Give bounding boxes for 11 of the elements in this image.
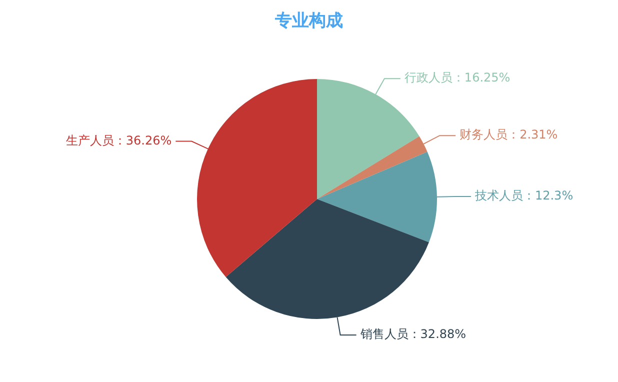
slice-label: 生产人员 — [66, 133, 114, 148]
data-label: ：32.88% — [408, 327, 466, 342]
slice-label: 行政人员 — [404, 70, 452, 85]
slice-label: 财务人员 — [460, 128, 508, 142]
slice-label: 技术人员 — [474, 188, 523, 203]
chart-title: 专业构成 — [274, 10, 344, 32]
data-label: ：36.26% — [114, 133, 172, 148]
data-label: ：2.31% — [508, 128, 558, 142]
data-label: ：12.3% — [522, 188, 574, 203]
slice-label: 销售人员 — [359, 327, 408, 342]
data-label: ：16.25% — [452, 70, 510, 85]
